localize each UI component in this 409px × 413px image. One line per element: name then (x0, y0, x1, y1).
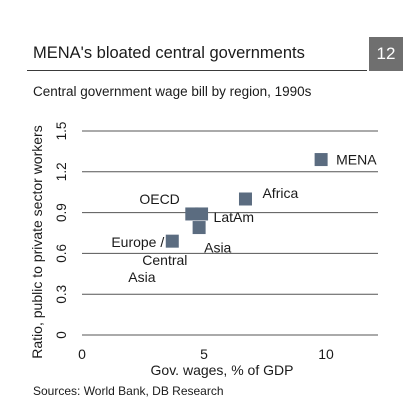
point-label-africa: Africa (262, 185, 298, 201)
y-tick-label: 1.5 (54, 122, 69, 141)
point-africa (238, 192, 252, 206)
point-label-europe-central-asia: Europe / Central Asia (111, 234, 187, 285)
chart-title: MENA's bloated central governments (33, 44, 305, 62)
point-labels: MENA Africa OECD LatAm Asia Europe / Central As… (111, 152, 377, 286)
y-tick-labels: 0 0.3 0.6 0.9 1.2 1.5 (54, 122, 69, 339)
point-europe-central-asia (165, 234, 179, 248)
x-tick-label: 5 (200, 346, 208, 362)
y-tick-label: 0.3 (54, 285, 69, 304)
x-axis-label: Gov. wages, % of GDP (151, 362, 294, 378)
y-tick-label: 0 (54, 331, 69, 339)
figure-number-badge: 12 (369, 37, 403, 71)
y-tick-label: 0.9 (54, 203, 69, 222)
point-label-oecd: OECD (139, 191, 179, 207)
point-label-asia: Asia (204, 240, 231, 256)
point-mena (314, 153, 328, 167)
source-note: Sources: World Bank, DB Research (33, 384, 224, 398)
y-axis-label: Ratio, public to private sector workers (29, 125, 45, 358)
data-points (165, 153, 328, 248)
grid-lines (82, 130, 378, 336)
x-tick-labels: 0 5 10 (78, 346, 334, 362)
point-label-mena: MENA (336, 152, 377, 168)
title-rule (27, 70, 367, 71)
x-tick-label: 0 (78, 346, 86, 362)
point-oecd (185, 207, 199, 221)
y-tick-label: 0.6 (54, 244, 69, 263)
x-tick-label: 10 (318, 346, 334, 362)
point-latam (195, 207, 209, 221)
point-asia (192, 221, 206, 235)
point-label-latam: LatAm (214, 209, 254, 225)
chart-subtitle: Central government wage bill by region, … (33, 84, 312, 99)
y-tick-label: 1.2 (54, 162, 69, 181)
